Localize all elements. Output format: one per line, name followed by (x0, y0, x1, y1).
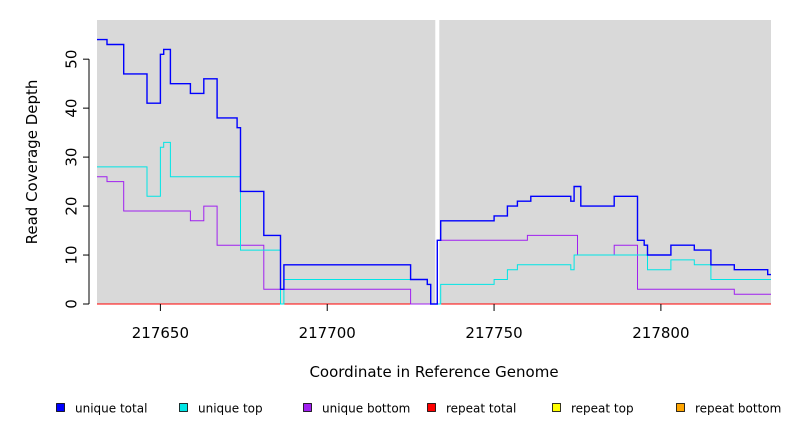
y-axis: 0 10 20 30 40 50 (63, 50, 90, 309)
legend: unique total unique top unique bottom repea… (56, 402, 781, 416)
legend-swatch (552, 403, 561, 412)
x-tick-label: 217750 (465, 324, 522, 342)
gap-marker (435, 20, 440, 304)
legend-swatch (303, 403, 312, 412)
x-tick-label: 217700 (299, 324, 356, 342)
legend-item: unique total (56, 402, 147, 416)
x-tick-label: 217800 (632, 324, 689, 342)
plot-background (97, 20, 771, 304)
legend-item: repeat top (552, 402, 634, 416)
legend-item: repeat total (427, 402, 516, 416)
legend-label: unique total (75, 402, 147, 416)
legend-item: unique top (179, 402, 263, 416)
legend-label: unique bottom (322, 402, 410, 416)
legend-item: unique bottom (303, 402, 410, 416)
legend-label: repeat total (446, 402, 516, 416)
y-tick-label: 10 (63, 245, 81, 264)
legend-item: repeat bottom (676, 402, 781, 416)
y-tick-label: 50 (63, 50, 81, 69)
series-line-unique-total (97, 38, 771, 305)
series-line-unique-top (97, 141, 771, 305)
y-axis-title: Read Coverage Depth (23, 80, 41, 245)
x-tick-label: 217650 (132, 324, 189, 342)
legend-label: unique top (198, 402, 263, 416)
x-axis-title: Coordinate in Reference Genome (309, 363, 558, 381)
series-line-unique-bottom (97, 176, 771, 305)
y-tick-label: 0 (63, 299, 81, 309)
legend-swatch (56, 403, 65, 412)
series-layer (97, 38, 771, 305)
legend-swatch (676, 403, 685, 412)
legend-label: repeat bottom (695, 402, 781, 416)
y-tick-label: 20 (63, 197, 81, 216)
legend-label: repeat top (571, 402, 634, 416)
y-tick-label: 30 (63, 148, 81, 167)
legend-swatch (427, 403, 436, 412)
legend-swatch (179, 403, 188, 412)
x-axis: 217650 217700 217750 217800 (132, 304, 690, 342)
y-tick-label: 40 (63, 99, 81, 118)
